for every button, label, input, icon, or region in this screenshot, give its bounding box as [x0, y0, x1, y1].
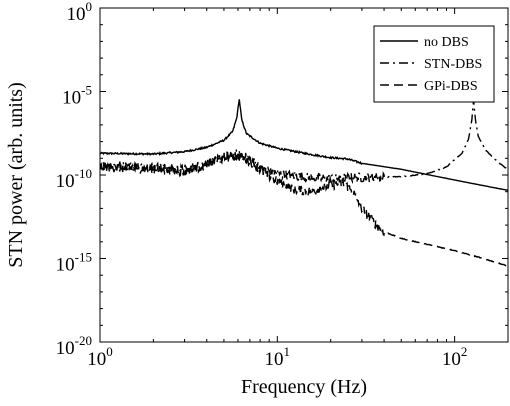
y-tick-label: 10-15 [56, 250, 92, 276]
series-layer [99, 99, 509, 267]
x-tick-label: 100 [87, 344, 113, 370]
legend-label: STN-DBS [424, 57, 482, 72]
legend-label: GPi-DBS [424, 79, 478, 94]
y-tick-label: 10-10 [56, 166, 92, 192]
series-line-no-dbs [99, 99, 509, 192]
x-axis-label: Frequency (Hz) [241, 376, 367, 398]
y-tick-label: 10-20 [56, 333, 92, 359]
x-tick-label: 102 [442, 344, 468, 370]
tick-layer: 100 101 102 100 10-5 10-10 10-15 10-20 [56, 0, 509, 370]
y-tick-label: 100 [67, 0, 93, 25]
x-tick-label: 101 [265, 344, 291, 370]
legend-label: no DBS [424, 35, 469, 50]
legend: no DBS STN-DBS GPi-DBS [373, 25, 495, 103]
legend-box [373, 25, 495, 103]
y-axis-label: STN power (arb. units) [5, 82, 27, 268]
legend-entries: no DBS STN-DBS GPi-DBS [380, 35, 482, 94]
series-line-gpi-dbs [99, 151, 509, 267]
y-tick-label: 10-5 [62, 83, 92, 109]
